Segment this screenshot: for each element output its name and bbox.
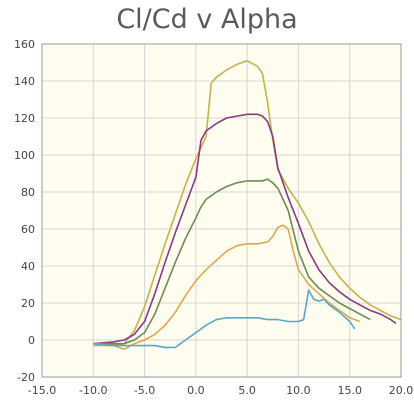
x-tick-label: 20.0 bbox=[389, 384, 414, 397]
chart-title: Cl/Cd v Alpha bbox=[116, 4, 298, 35]
series-line-1 bbox=[93, 59, 402, 347]
x-tick-label: -5.0 bbox=[134, 384, 155, 397]
x-tick-label: 15.0 bbox=[337, 384, 362, 397]
y-tick-label: 160 bbox=[14, 38, 35, 51]
y-tick-label: -20 bbox=[17, 371, 35, 384]
y-axis: -20 0 20 40 60 80 100 120 140 160 bbox=[14, 38, 35, 384]
y-tick-label: 60 bbox=[21, 223, 35, 236]
x-tick-label: -10.0 bbox=[79, 384, 107, 397]
y-tick-label: 100 bbox=[14, 149, 35, 162]
series-layer bbox=[93, 59, 402, 351]
y-tick-label: 140 bbox=[14, 75, 35, 88]
y-tick-label: 40 bbox=[21, 260, 35, 273]
series-line-3 bbox=[93, 178, 371, 345]
series-line-5 bbox=[93, 289, 356, 349]
x-tick-label: 5.0 bbox=[238, 384, 256, 397]
y-tick-label: 120 bbox=[14, 112, 35, 125]
x-tick-label: -15.0 bbox=[28, 384, 56, 397]
series-line-2 bbox=[93, 113, 397, 345]
y-tick-label: 80 bbox=[21, 186, 35, 199]
plot-area bbox=[42, 44, 401, 377]
y-tick-label: 0 bbox=[28, 334, 35, 347]
plot-frame bbox=[41, 43, 402, 378]
x-tick-label: 10.0 bbox=[286, 384, 311, 397]
y-tick-label: 20 bbox=[21, 297, 35, 310]
x-axis: -15.0 -10.0 -5.0 0.0 5.0 10.0 15.0 20.0 bbox=[28, 384, 413, 397]
series-line-4 bbox=[93, 224, 361, 351]
x-tick-label: 0.0 bbox=[187, 384, 205, 397]
